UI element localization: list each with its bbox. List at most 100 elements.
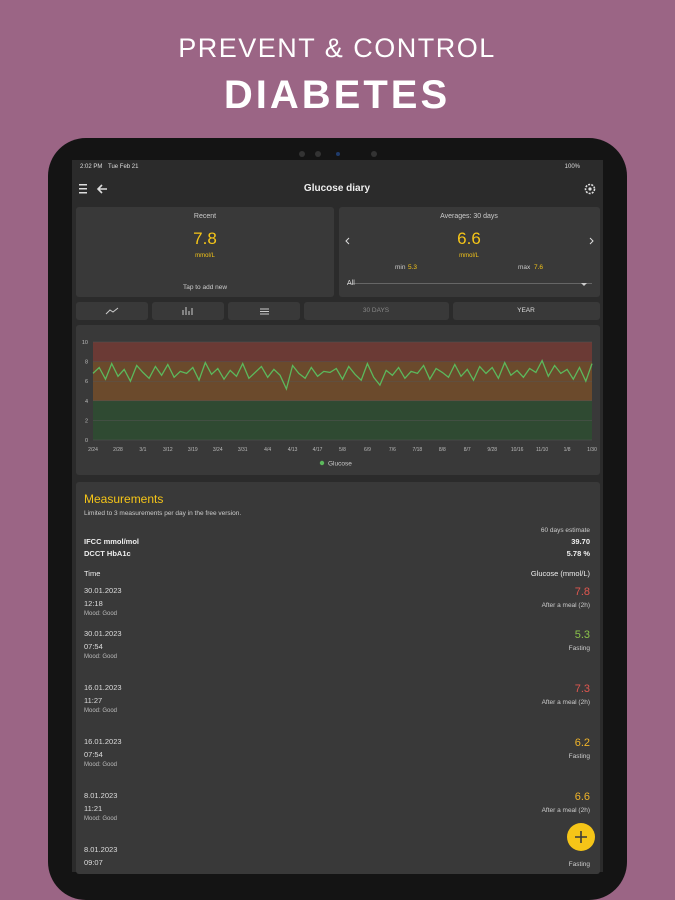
- x-tick-label: 7/18: [412, 447, 422, 453]
- status-date: Tue Feb 21: [108, 164, 139, 170]
- x-tick-label: 6/9: [364, 447, 371, 453]
- dcct-value: 5.78 %: [566, 549, 590, 558]
- averages-value: 6.6: [457, 229, 481, 248]
- entry-value: 6.6: [574, 791, 590, 803]
- tab-bars[interactable]: [152, 302, 224, 320]
- averages-unit: mmol/L: [459, 253, 479, 259]
- status-time: 2:02 PM: [80, 164, 103, 170]
- tab-label: YEAR: [517, 307, 535, 314]
- entry-date: 30.01.2023: [84, 629, 122, 638]
- glucose-line: [92, 359, 593, 391]
- tab-30-days[interactable]: [304, 302, 449, 320]
- entry-date: 30.01.2023: [84, 586, 122, 595]
- recent-unit: mmol/L: [195, 253, 215, 259]
- estimate-label: 60 days estimate: [540, 527, 590, 534]
- x-tick-label: 2/28: [113, 447, 123, 453]
- recent-value: 7.8: [193, 229, 217, 248]
- averages-card: [339, 207, 600, 297]
- ifcc-label: IFCC mmol/mol: [84, 537, 140, 546]
- entry-time: 09:07: [84, 858, 103, 867]
- entry-time: 07:54: [84, 642, 103, 651]
- tab-line[interactable]: [76, 302, 148, 320]
- entry-date: 16.01.2023: [84, 737, 122, 746]
- entry-value: 7.8: [574, 586, 590, 598]
- x-tick-label: 3/31: [238, 447, 248, 453]
- y-tick-label: 10: [82, 340, 88, 346]
- menu-back-icons[interactable]: [78, 183, 112, 195]
- entry-date: 8.01.2023: [84, 845, 118, 854]
- entry-mood: Mood: Good: [84, 762, 118, 768]
- entry-value: 7.3: [574, 683, 590, 695]
- entry-tag: Fasting: [568, 645, 590, 652]
- max-value: 7.6: [534, 264, 544, 271]
- add-button[interactable]: [566, 822, 596, 852]
- tab-year[interactable]: [453, 302, 600, 320]
- entry-mood: Mood: Good: [84, 816, 118, 822]
- x-tick-label: 5/8: [339, 447, 346, 453]
- battery: 100%: [564, 164, 580, 170]
- chart: 0 2 4 6 8 10 2/24 2/28 3/1 3/12 3/19 3/24 3/31 4/4 4/1…: [82, 340, 597, 468]
- col-glucose: Glucose (mmol/L): [530, 569, 590, 578]
- y-tick-label: 8: [85, 360, 88, 366]
- entry-tag: After a meal (2h): [541, 602, 590, 609]
- headline-strong: DIABETES: [223, 73, 451, 117]
- y-tick-label: 4: [85, 399, 88, 405]
- settings-icon[interactable]: [584, 183, 596, 195]
- col-time: Time: [84, 569, 101, 578]
- entry-time: 12:18: [84, 599, 103, 608]
- x-tick-label: 11/10: [536, 447, 548, 453]
- y-tick-label: 6: [85, 379, 88, 385]
- period-arrows[interactable]: [344, 236, 596, 246]
- entry-date: 16.01.2023: [84, 683, 122, 692]
- legend-swatch: [319, 460, 325, 466]
- min-label: min: [395, 264, 406, 271]
- measurements-title: Measurements: [84, 492, 164, 506]
- entry-mood: Mood: Good: [84, 654, 118, 660]
- x-tick-label: 3/1: [139, 447, 146, 453]
- x-tick-label: 8/8: [439, 447, 446, 453]
- entry-tag: Fasting: [568, 861, 590, 868]
- entry-tag: After a meal (2h): [541, 699, 590, 706]
- measurements-note: Limited to 3 measurements per day in the…: [84, 510, 242, 517]
- averages-label: Averages: 30 days: [440, 213, 498, 220]
- max-label: max: [518, 264, 531, 271]
- camera: [296, 145, 380, 157]
- x-tick-label: 4/4: [264, 447, 271, 453]
- measurements-card: [76, 482, 600, 874]
- legend-label: Glucose: [328, 461, 352, 468]
- entry-tag: Fasting: [568, 753, 590, 760]
- recent-card[interactable]: [76, 207, 334, 297]
- x-tick-label: 7/6: [389, 447, 396, 453]
- x-tick-label: 8/7: [464, 447, 471, 453]
- x-tick-label: 4/13: [288, 447, 298, 453]
- entry-time: 07:54: [84, 750, 103, 759]
- entry-value: 5.3: [574, 629, 590, 641]
- filter-underline: [347, 283, 592, 284]
- entry-mood: Mood: Good: [84, 708, 118, 714]
- x-tick-label: 3/24: [213, 447, 223, 453]
- filter: All: [347, 280, 355, 287]
- dcct-label: DCCT HbA1c: [84, 549, 131, 558]
- x-tick-label: 3/19: [188, 447, 198, 453]
- tab-list[interactable]: [228, 302, 300, 320]
- recent-label: Recent: [193, 213, 217, 220]
- range-band: [93, 342, 592, 362]
- entry-tag: After a meal (2h): [541, 807, 590, 814]
- headline: PREVENT & CONTROL: [178, 33, 496, 63]
- entry-time: 11:27: [84, 696, 103, 705]
- x-tick-label: 10/16: [511, 447, 524, 453]
- entry-time: 11:21: [84, 804, 103, 813]
- chart-card: 0 2 4 6 8 10 2/24 2/28 3/1 3/12 3/19 3/24 3/31 4/4 4/1…: [76, 325, 600, 475]
- entry-date: 8.01.2023: [84, 791, 118, 800]
- min-value: 5.3: [408, 264, 418, 271]
- x-tick-label: 1/8: [564, 447, 571, 453]
- entry-value: 6.2: [574, 737, 590, 749]
- app-title: Glucose diary: [303, 183, 371, 194]
- x-tick-label: 1/30: [587, 447, 597, 453]
- x-tick-label: 3/12: [163, 447, 173, 453]
- x-tick-label: 4/17: [313, 447, 323, 453]
- ifcc-value: 39.70: [571, 537, 590, 546]
- dropdown-arrow[interactable]: [580, 282, 588, 287]
- x-tick-label: 2/24: [88, 447, 98, 453]
